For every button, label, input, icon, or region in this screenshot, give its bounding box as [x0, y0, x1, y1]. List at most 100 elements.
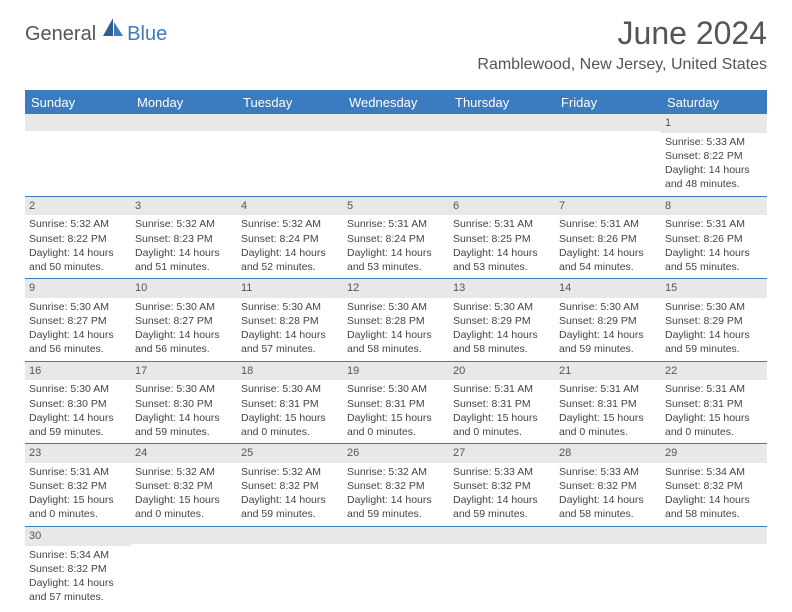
daylight-line: Daylight: 15 hours and 0 minutes. — [665, 411, 763, 439]
calendar-cell: 28Sunrise: 5:33 AMSunset: 8:32 PMDayligh… — [555, 444, 661, 527]
day-number: 24 — [131, 444, 237, 463]
sunset-line: Sunset: 8:32 PM — [29, 562, 127, 576]
col-header: Sunday — [25, 90, 131, 114]
sunset-line: Sunset: 8:30 PM — [29, 397, 127, 411]
sunset-line: Sunset: 8:30 PM — [135, 397, 233, 411]
sunrise-line: Sunrise: 5:31 AM — [665, 217, 763, 231]
sunset-line: Sunset: 8:24 PM — [347, 232, 445, 246]
sunset-line: Sunset: 8:26 PM — [665, 232, 763, 246]
day-number: 13 — [449, 279, 555, 298]
day-number: 17 — [131, 362, 237, 381]
sunset-line: Sunset: 8:25 PM — [453, 232, 551, 246]
sunset-line: Sunset: 8:32 PM — [241, 479, 339, 493]
day-number: 26 — [343, 444, 449, 463]
calendar-cell — [25, 114, 131, 196]
calendar-cell — [237, 114, 343, 196]
calendar-cell: 19Sunrise: 5:30 AMSunset: 8:31 PMDayligh… — [343, 361, 449, 444]
calendar-row: 1Sunrise: 5:33 AMSunset: 8:22 PMDaylight… — [25, 114, 767, 196]
col-header: Monday — [131, 90, 237, 114]
daylight-line: Daylight: 15 hours and 0 minutes. — [241, 411, 339, 439]
sunrise-line: Sunrise: 5:32 AM — [241, 217, 339, 231]
calendar-cell: 21Sunrise: 5:31 AMSunset: 8:31 PMDayligh… — [555, 361, 661, 444]
day-number-empty — [555, 527, 661, 544]
calendar-cell — [343, 114, 449, 196]
calendar-cell: 15Sunrise: 5:30 AMSunset: 8:29 PMDayligh… — [661, 279, 767, 362]
sunrise-line: Sunrise: 5:31 AM — [559, 382, 657, 396]
day-number-empty — [25, 114, 131, 131]
col-header: Thursday — [449, 90, 555, 114]
daylight-line: Daylight: 14 hours and 59 minutes. — [241, 493, 339, 521]
sunrise-line: Sunrise: 5:30 AM — [241, 382, 339, 396]
daylight-line: Daylight: 14 hours and 48 minutes. — [665, 163, 763, 191]
day-number: 9 — [25, 279, 131, 298]
daylight-line: Daylight: 15 hours and 0 minutes. — [135, 493, 233, 521]
sunrise-line: Sunrise: 5:30 AM — [29, 300, 127, 314]
day-number-empty — [449, 114, 555, 131]
calendar-cell — [555, 526, 661, 608]
daylight-line: Daylight: 14 hours and 59 minutes. — [135, 411, 233, 439]
daylight-line: Daylight: 14 hours and 59 minutes. — [347, 493, 445, 521]
day-number: 12 — [343, 279, 449, 298]
day-number-empty — [343, 527, 449, 544]
calendar-cell: 12Sunrise: 5:30 AMSunset: 8:28 PMDayligh… — [343, 279, 449, 362]
calendar-cell: 5Sunrise: 5:31 AMSunset: 8:24 PMDaylight… — [343, 196, 449, 279]
daylight-line: Daylight: 15 hours and 0 minutes. — [559, 411, 657, 439]
sunset-line: Sunset: 8:22 PM — [29, 232, 127, 246]
daylight-line: Daylight: 14 hours and 58 minutes. — [665, 493, 763, 521]
month-title: June 2024 — [477, 15, 767, 52]
logo-text-general: General — [25, 23, 96, 46]
calendar-cell: 9Sunrise: 5:30 AMSunset: 8:27 PMDaylight… — [25, 279, 131, 362]
sunset-line: Sunset: 8:31 PM — [665, 397, 763, 411]
location: Ramblewood, New Jersey, United States — [477, 56, 767, 74]
daylight-line: Daylight: 14 hours and 59 minutes. — [559, 328, 657, 356]
calendar-cell: 30Sunrise: 5:34 AMSunset: 8:32 PMDayligh… — [25, 526, 131, 608]
daylight-line: Daylight: 14 hours and 59 minutes. — [453, 493, 551, 521]
daylight-line: Daylight: 15 hours and 0 minutes. — [453, 411, 551, 439]
col-header: Wednesday — [343, 90, 449, 114]
daylight-line: Daylight: 14 hours and 53 minutes. — [347, 246, 445, 274]
sunrise-line: Sunrise: 5:30 AM — [559, 300, 657, 314]
calendar-cell: 29Sunrise: 5:34 AMSunset: 8:32 PMDayligh… — [661, 444, 767, 527]
sunrise-line: Sunrise: 5:33 AM — [559, 465, 657, 479]
sunset-line: Sunset: 8:32 PM — [29, 479, 127, 493]
sunrise-line: Sunrise: 5:32 AM — [29, 217, 127, 231]
day-number: 3 — [131, 197, 237, 216]
daylight-line: Daylight: 14 hours and 58 minutes. — [453, 328, 551, 356]
sunset-line: Sunset: 8:32 PM — [665, 479, 763, 493]
day-number: 5 — [343, 197, 449, 216]
day-number: 14 — [555, 279, 661, 298]
calendar-cell: 7Sunrise: 5:31 AMSunset: 8:26 PMDaylight… — [555, 196, 661, 279]
day-number-empty — [343, 114, 449, 131]
day-number: 19 — [343, 362, 449, 381]
day-number: 7 — [555, 197, 661, 216]
calendar-row: 23Sunrise: 5:31 AMSunset: 8:32 PMDayligh… — [25, 444, 767, 527]
daylight-line: Daylight: 14 hours and 56 minutes. — [135, 328, 233, 356]
day-number: 4 — [237, 197, 343, 216]
calendar-cell: 8Sunrise: 5:31 AMSunset: 8:26 PMDaylight… — [661, 196, 767, 279]
sunrise-line: Sunrise: 5:31 AM — [453, 382, 551, 396]
col-header: Friday — [555, 90, 661, 114]
daylight-line: Daylight: 15 hours and 0 minutes. — [29, 493, 127, 521]
calendar-cell: 16Sunrise: 5:30 AMSunset: 8:30 PMDayligh… — [25, 361, 131, 444]
daylight-line: Daylight: 14 hours and 53 minutes. — [453, 246, 551, 274]
calendar-cell: 11Sunrise: 5:30 AMSunset: 8:28 PMDayligh… — [237, 279, 343, 362]
sunrise-line: Sunrise: 5:33 AM — [453, 465, 551, 479]
daylight-line: Daylight: 15 hours and 0 minutes. — [347, 411, 445, 439]
calendar-cell — [661, 526, 767, 608]
day-number-empty — [131, 527, 237, 544]
daylight-line: Daylight: 14 hours and 56 minutes. — [29, 328, 127, 356]
daylight-line: Daylight: 14 hours and 51 minutes. — [135, 246, 233, 274]
title-block: June 2024 Ramblewood, New Jersey, United… — [477, 15, 767, 74]
calendar-cell — [131, 114, 237, 196]
sunrise-line: Sunrise: 5:34 AM — [29, 548, 127, 562]
day-number: 23 — [25, 444, 131, 463]
sunrise-line: Sunrise: 5:30 AM — [453, 300, 551, 314]
sunset-line: Sunset: 8:32 PM — [559, 479, 657, 493]
day-number: 25 — [237, 444, 343, 463]
sunset-line: Sunset: 8:31 PM — [453, 397, 551, 411]
calendar-cell: 6Sunrise: 5:31 AMSunset: 8:25 PMDaylight… — [449, 196, 555, 279]
calendar-cell: 13Sunrise: 5:30 AMSunset: 8:29 PMDayligh… — [449, 279, 555, 362]
daylight-line: Daylight: 14 hours and 58 minutes. — [347, 328, 445, 356]
daylight-line: Daylight: 14 hours and 57 minutes. — [241, 328, 339, 356]
calendar-cell: 17Sunrise: 5:30 AMSunset: 8:30 PMDayligh… — [131, 361, 237, 444]
